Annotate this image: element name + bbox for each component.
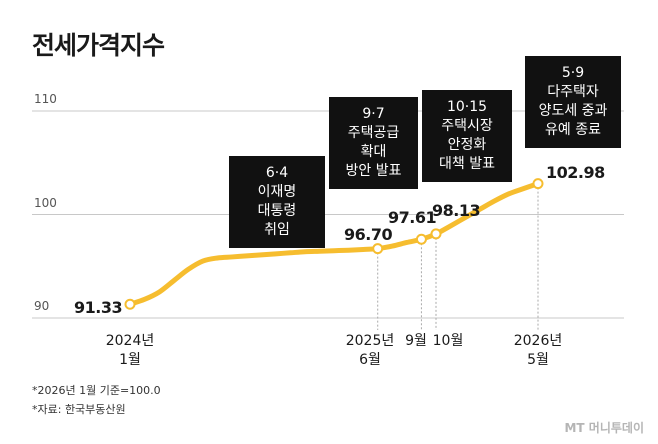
x-label-line: 2024년 (105, 333, 155, 349)
x-label-line: 6월 (359, 352, 381, 368)
y-tick-110: 110 (34, 92, 57, 106)
annotation-line: 5·9 (561, 65, 585, 81)
point-marker-2025-06 (372, 243, 384, 255)
annotation-line: 방안 발표 (345, 163, 402, 179)
annotation-line: 유예 종료 (545, 122, 601, 138)
annotation-line: 6·4 (265, 165, 289, 181)
x-label-line: 9월 (405, 333, 427, 349)
annotation-line: 안정화 (447, 137, 487, 153)
x-label-2025-09: 9월 (400, 332, 432, 351)
data-label-2025-09: 97.61 (388, 208, 437, 227)
annotation-line: 대통령 (257, 203, 297, 219)
annotation-housing-supply: 9·7 주택공급 확대 방안 발표 (329, 97, 418, 189)
data-label-2026-05: 102.98 (546, 163, 605, 182)
y-tick-90: 90 (34, 299, 50, 313)
annotation-line: 이재명 (257, 184, 297, 200)
x-label-2025-10: 10월 (428, 332, 468, 351)
x-label-2024-01: 2024년 1월 (102, 332, 158, 370)
guide-lines (377, 187, 539, 330)
x-label-line: 1월 (119, 352, 141, 368)
x-label-2026-05: 2026년 5월 (506, 332, 570, 370)
annotation-line: 주택시장 (441, 118, 493, 134)
point-markers (124, 178, 544, 310)
data-label-2024-01: 91.33 (74, 298, 123, 317)
annotation-line: 확대 (360, 144, 387, 160)
point-marker-2024-01 (124, 298, 136, 310)
x-label-line: 10월 (432, 333, 464, 349)
x-label-line: 2025년 (345, 333, 395, 349)
point-marker-2025-10 (430, 228, 442, 240)
annotation-market-stabilization: 10·15 주택시장 안정화 대책 발표 (422, 90, 512, 182)
x-label-2025-06: 2025년 6월 (338, 332, 402, 370)
footnote-base: *2026년 1월 기준=100.0 (32, 384, 161, 397)
footnote-source: *자료: 한국부동산원 (32, 403, 126, 416)
annotation-line: 다주택자 (547, 84, 599, 100)
x-label-line: 2026년 (513, 333, 563, 349)
annotation-line: 9·7 (362, 106, 385, 122)
point-marker-2025-09 (415, 233, 427, 245)
chart-title: 전세가격지수 (32, 31, 165, 60)
series-line (127, 181, 541, 307)
y-tick-100: 100 (34, 195, 57, 210)
annotation-line: 10·15 (446, 99, 488, 115)
data-label-2025-06: 96.70 (344, 225, 393, 244)
annotation-line: 양도세 중과 (538, 103, 608, 119)
publisher-logo: MT 머니투데이 (564, 421, 644, 435)
x-label-line: 5월 (527, 352, 549, 368)
data-label-2025-10: 98.13 (432, 201, 481, 220)
annotation-line: 주택공급 (347, 125, 400, 141)
annotation-inauguration: 6·4 이재명 대통령 취임 (229, 156, 325, 248)
annotation-line: 대책 발표 (439, 156, 495, 172)
annotation-line: 취임 (264, 222, 290, 238)
annotation-capital-gains-tax: 5·9 다주택자 양도세 중과 유예 종료 (525, 56, 621, 148)
point-marker-2026-05 (532, 178, 544, 190)
